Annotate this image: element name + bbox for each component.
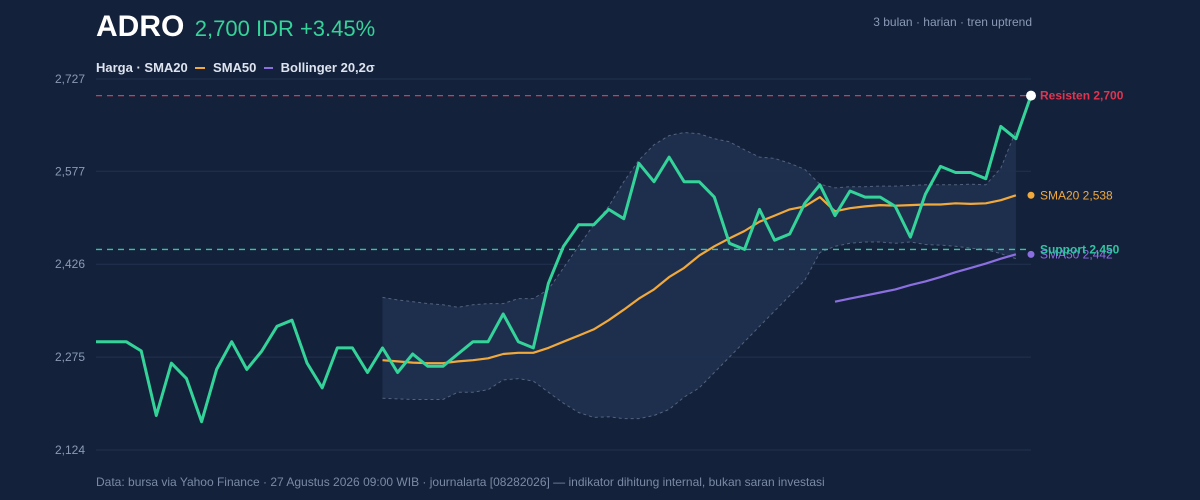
bollinger-upper (382, 130, 1017, 308)
y-tick-label: 2,426 (55, 257, 85, 271)
chart-meta: 3 bulan · harian · tren uptrend (873, 15, 1032, 29)
sma20-end-label: SMA20 2,538 (1040, 188, 1113, 202)
price-quote: 2,700 IDR +3.45% (194, 16, 376, 41)
bollinger-band (382, 130, 1017, 420)
sma50-line (834, 253, 1017, 303)
bollinger-fill (382, 130, 1016, 419)
support-label: Support 2,450 (1040, 242, 1120, 256)
y-tick-label: 2,124 (55, 443, 85, 457)
legend-sma20: SMA20 (144, 60, 188, 75)
price-line (96, 95, 1033, 424)
sma50-end-label: SMA50 2,442 (1040, 247, 1113, 261)
legend-sma50: SMA50 (213, 60, 257, 75)
legend-sma20-swatch (195, 66, 206, 69)
grid-lines (96, 78, 1031, 451)
legend: Harga · SMA20 SMA50 Bollinger 20,2σ (96, 60, 375, 75)
legend-price: Harga · (96, 60, 141, 75)
y-tick-label: 2,577 (55, 164, 85, 178)
ticker-symbol: ADRO (96, 10, 185, 43)
sma20-line (382, 194, 1017, 365)
sma20-end-point (1027, 191, 1035, 199)
sma50-end-point (1027, 250, 1035, 258)
resistance-label: Resisten 2,700 (1040, 89, 1124, 103)
legend-bollinger: Bollinger 20,2σ (280, 60, 375, 75)
chart-labels: 2,727 2,577 2,426 2,275 2,124 Resisten 2,700 S… (55, 72, 1124, 457)
price-end-point (1026, 90, 1036, 101)
series-lines (96, 90, 1036, 424)
chart-header: ADRO 2,700 IDR +3.45% (96, 10, 375, 50)
y-tick-label: 2,727 (55, 72, 85, 86)
footer-note: Data: bursa via Yahoo Finance · 27 Agust… (96, 475, 825, 489)
y-tick-label: 2,275 (55, 350, 85, 364)
legend-sma50-swatch (264, 66, 274, 69)
